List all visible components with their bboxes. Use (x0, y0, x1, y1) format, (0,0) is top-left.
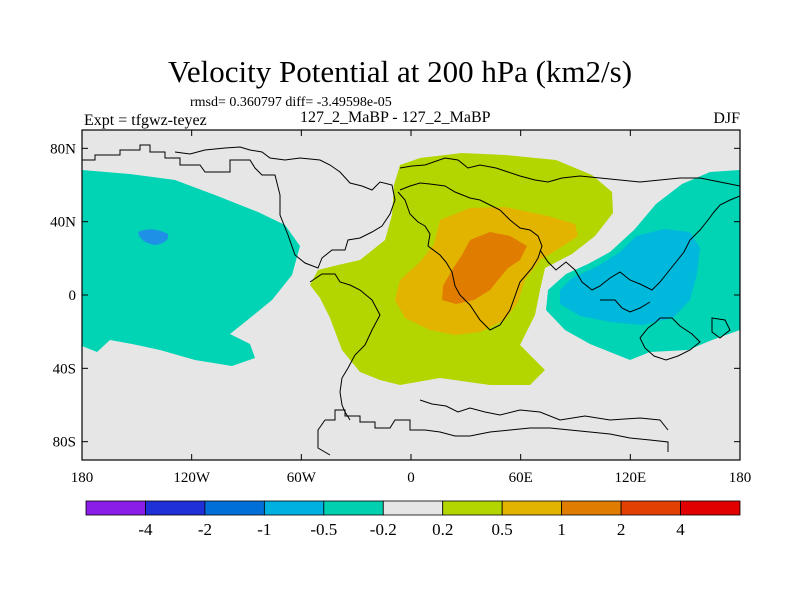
negative-field-pacific-west (82, 170, 300, 366)
y-tick-label: 80S (53, 435, 76, 451)
colorbar-swatch (323, 500, 384, 516)
season-label: DJF (713, 110, 740, 127)
x-tick-label: 60E (509, 470, 533, 486)
colorbar-swatch (620, 500, 681, 516)
colorbar-swatch (680, 500, 741, 516)
colorbar-label: -1 (257, 520, 271, 539)
y-axis-labels: 80N 40N 0 40S 80S (50, 141, 76, 450)
colorbar-swatch (263, 500, 325, 516)
colorbar-label: 0.5 (492, 520, 513, 539)
x-axis-labels: 180 120W 60W 0 60E 120E 180 (71, 470, 752, 486)
colorbar-label: 1 (557, 520, 566, 539)
x-tick-label: 120E (614, 470, 646, 486)
colorbar-label: 4 (676, 520, 685, 539)
colorbar-label: -0.5 (310, 520, 337, 539)
x-tick-label: 180 (71, 470, 94, 486)
y-tick-label: 0 (69, 288, 77, 304)
coast-antarctica (317, 399, 669, 456)
colorbar-swatch (501, 500, 563, 516)
colorbar: -4 -2 -1 -0.5 -0.2 0.2 0.5 1 2 4 (85, 500, 741, 539)
x-tick-label: 0 (407, 470, 415, 486)
x-tick-label: 180 (729, 470, 752, 486)
coastlines (82, 144, 740, 456)
y-tick-label: 40S (53, 361, 76, 377)
x-tick-label: 120W (173, 470, 211, 486)
colorbar-label: -2 (198, 520, 212, 539)
x-tick-label: 60W (287, 470, 317, 486)
experiment-label: Expt = tfgwz-teyez (84, 112, 207, 129)
coast-africa-europe (397, 157, 740, 331)
colorbar-swatch (442, 500, 503, 516)
colorbar-label: 2 (617, 520, 626, 539)
y-tick-label: 80N (50, 141, 76, 157)
coast-maritime-australia (600, 299, 731, 361)
negative-field-pacific-west-minimum (138, 229, 169, 245)
colorbar-swatch (382, 500, 444, 516)
colorbar-swatch (204, 500, 265, 516)
colorbar-label: -4 (138, 520, 153, 539)
colorbar-label: 0.2 (432, 520, 453, 539)
rmsd-diff-stats: rmsd= 0.360797 diff= -3.49598e-05 (190, 95, 392, 110)
coast-south-america (309, 273, 381, 421)
colorbar-swatch (561, 500, 622, 516)
coast-north-america (82, 144, 396, 269)
positive-field-core (442, 232, 527, 304)
axis-ticks (81, 130, 741, 460)
case-comparison-label: 127_2_MaBP - 127_2_MaBP (300, 109, 491, 126)
contour-fields (82, 153, 740, 385)
coast-asia-india (539, 195, 740, 291)
colorbar-swatch (85, 500, 146, 516)
colorbar-swatch (145, 500, 206, 516)
negative-field-east-core (560, 229, 700, 325)
y-tick-label: 40N (50, 215, 76, 231)
plot-title: Velocity Potential at 200 hPa (km2/s) (167, 54, 633, 89)
colorbar-label: -0.2 (370, 520, 397, 539)
